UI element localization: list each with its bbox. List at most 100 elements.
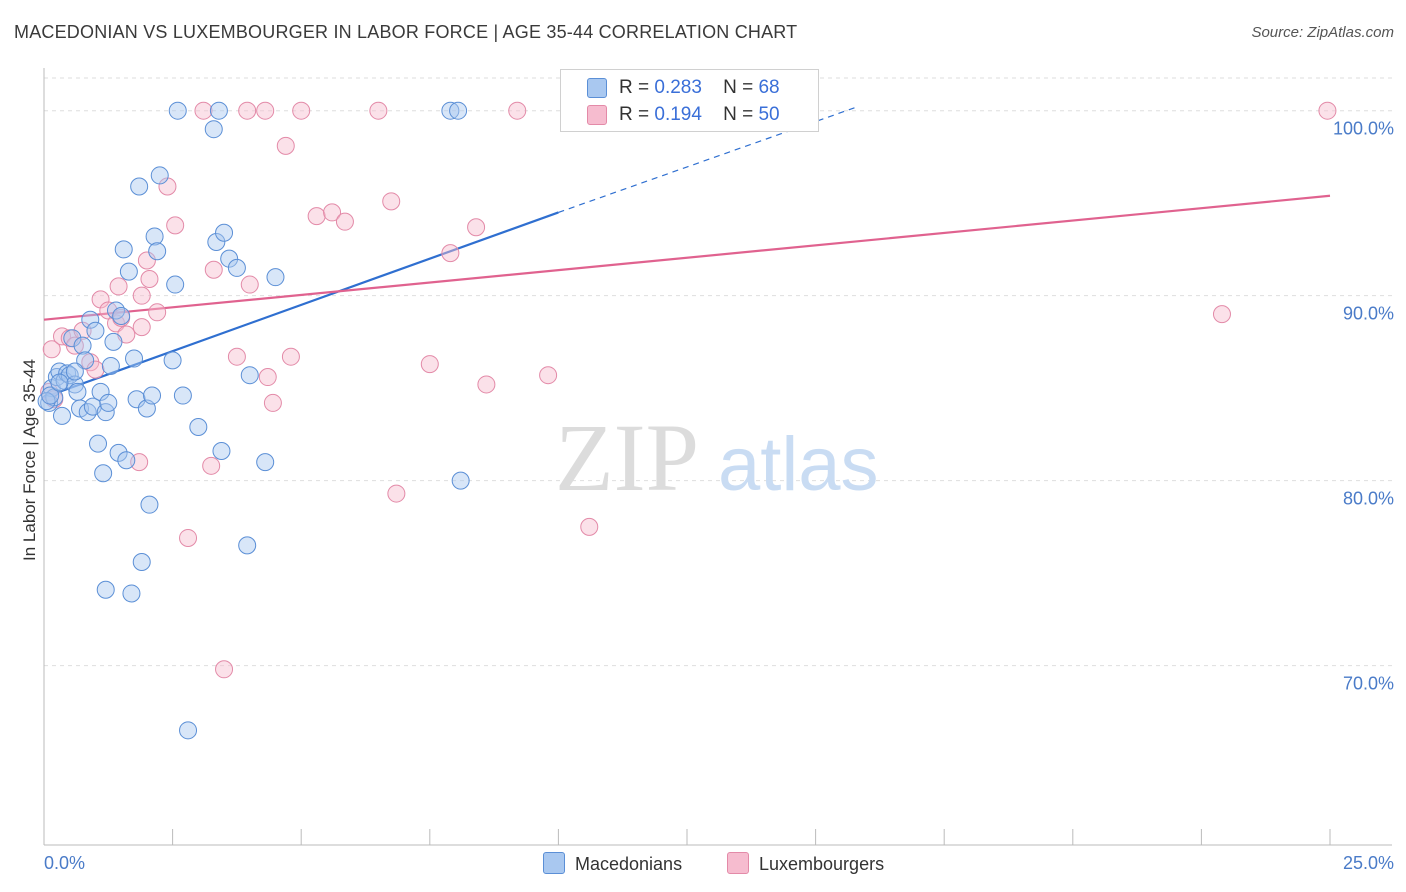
data-point-luxembourgers bbox=[467, 218, 486, 237]
r-value: 0.194 bbox=[654, 104, 702, 125]
data-point-luxembourgers bbox=[256, 101, 275, 120]
data-point-macedonians bbox=[179, 721, 198, 740]
y-tick-label: 80.0% bbox=[1342, 488, 1394, 509]
data-point-macedonians bbox=[173, 386, 192, 405]
data-point-macedonians bbox=[166, 275, 185, 294]
data-point-luxembourgers bbox=[477, 375, 496, 394]
data-point-luxembourgers bbox=[227, 347, 246, 366]
data-point-luxembourgers bbox=[323, 203, 342, 222]
y-tick-label: 100.0% bbox=[1332, 118, 1394, 139]
data-point-macedonians bbox=[76, 351, 95, 370]
data-point-macedonians bbox=[96, 580, 115, 599]
data-point-macedonians bbox=[104, 332, 123, 351]
data-point-macedonians bbox=[68, 382, 87, 401]
data-point-luxembourgers bbox=[539, 366, 558, 385]
data-point-luxembourgers bbox=[369, 101, 388, 120]
data-point-macedonians bbox=[40, 393, 59, 412]
data-point-macedonians bbox=[125, 349, 144, 368]
data-point-luxembourgers bbox=[281, 347, 300, 366]
x-tick-min: 0.0% bbox=[44, 853, 86, 873]
data-point-macedonians bbox=[117, 451, 136, 470]
data-point-luxembourgers bbox=[215, 660, 234, 679]
data-point-macedonians bbox=[449, 101, 468, 120]
data-point-macedonians bbox=[65, 375, 84, 394]
data-point-macedonians bbox=[50, 373, 69, 392]
series-macedonians-points bbox=[37, 101, 470, 740]
data-point-macedonians bbox=[441, 101, 460, 120]
data-point-luxembourgers bbox=[263, 393, 282, 412]
data-point-luxembourgers bbox=[387, 484, 406, 503]
data-point-macedonians bbox=[114, 240, 133, 259]
data-point-luxembourgers bbox=[1318, 101, 1337, 120]
r-label: R = bbox=[619, 77, 650, 98]
chart-title: MACEDONIAN VS LUXEMBOURGER IN LABOR FORC… bbox=[14, 22, 798, 42]
data-point-macedonians bbox=[145, 227, 164, 246]
data-point-luxembourgers bbox=[420, 355, 439, 374]
legend-item-macedonians[interactable]: Macedonians bbox=[543, 852, 682, 875]
data-point-macedonians bbox=[63, 329, 82, 348]
watermark: ZIP atlas bbox=[555, 404, 879, 511]
data-point-macedonians bbox=[122, 584, 141, 603]
series-luxembourgers-points bbox=[40, 101, 1337, 679]
data-point-macedonians bbox=[266, 268, 285, 287]
data-point-luxembourgers bbox=[382, 192, 401, 211]
data-point-macedonians bbox=[89, 434, 108, 453]
data-point-macedonians bbox=[209, 101, 228, 120]
r-label: R = bbox=[619, 104, 650, 125]
n-label: N = bbox=[723, 104, 754, 125]
data-point-macedonians bbox=[119, 262, 138, 281]
data-point-macedonians bbox=[94, 464, 113, 483]
data-point-macedonians bbox=[204, 120, 223, 139]
r-value: 0.283 bbox=[654, 77, 702, 98]
legend-label-macedonians: Macedonians bbox=[575, 854, 683, 874]
axes bbox=[43, 68, 1392, 846]
data-point-luxembourgers bbox=[580, 517, 599, 536]
data-point-macedonians bbox=[109, 443, 128, 462]
watermark-atlas: atlas bbox=[718, 422, 879, 507]
trend-lines bbox=[43, 106, 1331, 399]
data-point-luxembourgers bbox=[137, 251, 156, 270]
data-point-macedonians bbox=[143, 386, 162, 405]
legend-swatch-macedonians bbox=[543, 852, 565, 874]
data-point-macedonians bbox=[99, 393, 118, 412]
data-point-luxembourgers bbox=[166, 216, 185, 235]
legend-swatch-pink bbox=[587, 105, 607, 125]
trend-line-macedonians bbox=[43, 211, 559, 399]
source-credit: Source: ZipAtlas.com bbox=[1251, 24, 1394, 41]
data-point-macedonians bbox=[86, 321, 105, 340]
data-point-macedonians bbox=[53, 406, 72, 425]
data-point-luxembourgers bbox=[238, 101, 257, 120]
data-point-luxembourgers bbox=[179, 528, 198, 547]
data-point-macedonians bbox=[256, 453, 275, 472]
data-point-macedonians bbox=[150, 166, 169, 185]
data-point-luxembourgers bbox=[335, 212, 354, 231]
data-point-luxembourgers bbox=[65, 336, 84, 355]
data-point-macedonians bbox=[212, 442, 231, 461]
data-point-macedonians bbox=[227, 258, 246, 277]
n-value: 68 bbox=[758, 77, 780, 98]
data-point-macedonians bbox=[37, 392, 56, 411]
y-tick-label: 70.0% bbox=[1342, 673, 1394, 694]
data-point-luxembourgers bbox=[240, 275, 259, 294]
legend-item-luxembourgers[interactable]: Luxembourgers bbox=[727, 852, 884, 875]
legend-swatch-blue bbox=[587, 78, 607, 98]
legend-swatch-luxembourgers bbox=[727, 852, 749, 874]
y-axis-label: In Labor Force | Age 35-44 bbox=[20, 359, 39, 561]
legend-stats-macedonians: R = 0.283 N = 68 bbox=[619, 77, 780, 99]
data-point-luxembourgers bbox=[508, 101, 527, 120]
data-point-luxembourgers bbox=[148, 303, 167, 322]
data-point-macedonians bbox=[451, 471, 470, 490]
legend-stats-luxembourgers: R = 0.194 N = 50 bbox=[619, 104, 780, 126]
data-point-macedonians bbox=[41, 386, 60, 405]
data-point-macedonians bbox=[240, 366, 259, 385]
n-label: N = bbox=[723, 77, 754, 98]
data-point-macedonians bbox=[107, 301, 126, 320]
data-point-luxembourgers bbox=[194, 101, 213, 120]
data-point-macedonians bbox=[168, 101, 187, 120]
trend-line-luxembourgers bbox=[43, 194, 1331, 321]
data-point-luxembourgers bbox=[276, 136, 295, 155]
data-point-luxembourgers bbox=[204, 260, 223, 279]
data-point-macedonians bbox=[220, 249, 239, 268]
data-point-luxembourgers bbox=[292, 101, 311, 120]
